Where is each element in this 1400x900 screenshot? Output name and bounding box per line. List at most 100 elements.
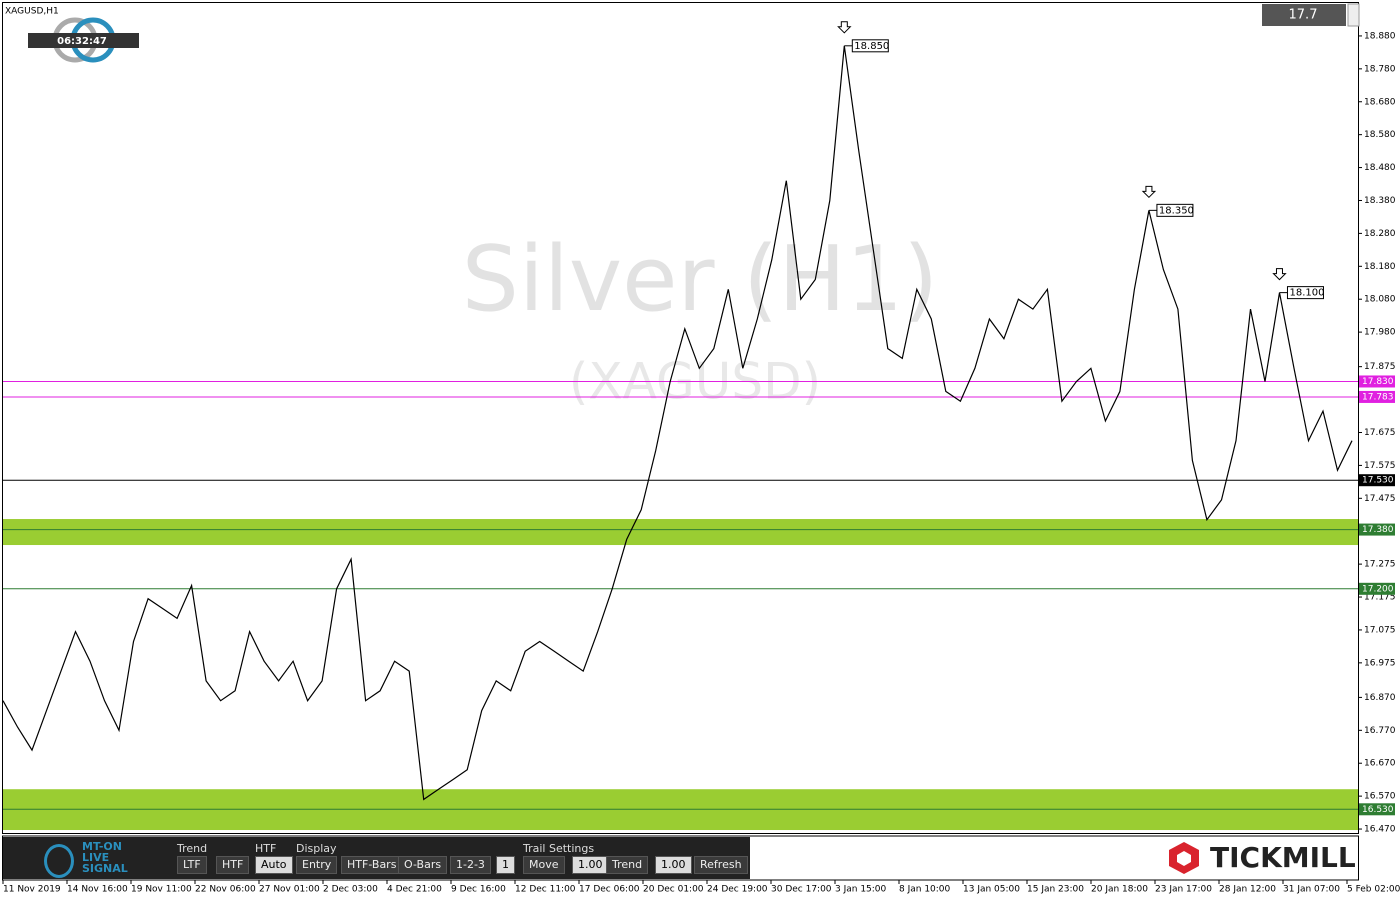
x-tick-label: 20 Dec 01:00 (643, 885, 704, 895)
button[interactable]: 1 (496, 856, 515, 874)
y-tick-label: 17.875 (1364, 362, 1396, 372)
price-line (2, 45, 1353, 801)
x-tick-label: 4 Dec 21:00 (387, 885, 442, 895)
y-tick-label: 17.475 (1364, 494, 1396, 504)
y-tick-label: 18.680 (1364, 97, 1396, 107)
level-label: 17.530 (1362, 476, 1394, 486)
x-tick-label: 24 Dec 19:00 (707, 885, 768, 895)
level-tag (1359, 474, 1395, 487)
y-tick-label: 18.580 (1364, 130, 1396, 140)
timer-logo (28, 17, 139, 63)
y-tick-label: 17.675 (1364, 428, 1396, 438)
logo-line: SIGNAL (82, 862, 128, 875)
level-label: 17.783 (1362, 392, 1394, 402)
annotation-label: 18.850 (854, 41, 889, 52)
annotation-arrow (837, 21, 852, 34)
level-label: 17.200 (1362, 584, 1394, 594)
y-tick-label: 18.780 (1364, 64, 1396, 74)
symbol: XAGUSD,H1 (5, 7, 59, 17)
level-label: 17.380 (1362, 525, 1394, 535)
y-tick-label: 16.470 (1364, 825, 1396, 835)
button[interactable]: Entry (296, 856, 338, 874)
x-tick-label: 13 Jan 05:00 (963, 885, 1020, 895)
label: Trail Settings (523, 842, 595, 855)
level-label: 16.530 (1362, 805, 1394, 815)
y-tick-label: 18.080 (1364, 295, 1396, 305)
logo-line: MT-ON (82, 840, 122, 853)
x-tick-label: 5 Feb 02:00 (1347, 885, 1400, 895)
button[interactable]: Auto (255, 856, 293, 874)
x-tick-label: 28 Jan 12:00 (1219, 885, 1276, 895)
x-tick-label: 8 Jan 10:00 (899, 885, 951, 895)
button[interactable]: HTF (216, 856, 250, 874)
x-tick-label: 15 Jan 23:00 (1027, 885, 1084, 895)
y-tick-label: 17.175 (1364, 593, 1396, 603)
y-tick-label: 16.770 (1364, 726, 1396, 736)
button[interactable]: LTF (177, 856, 207, 874)
input[interactable]: 1.00 (655, 856, 692, 874)
annotation-box (1286, 286, 1324, 300)
zone (3, 519, 1358, 546)
annotation-label: 18.350 (1159, 205, 1194, 216)
annotation-box (851, 39, 889, 53)
sub-frame (2, 835, 1359, 881)
x-tick-label: 19 Nov 11:00 (131, 885, 192, 895)
button[interactable]: HTF-Bars (341, 856, 403, 874)
tickmill-logo (1169, 842, 1199, 874)
y-tick-label: 18.480 (1364, 163, 1396, 173)
button[interactable]: O-Bars (398, 856, 448, 874)
x-tick-label: 3 Jan 15:00 (835, 885, 887, 895)
button[interactable]: Refresh (694, 856, 748, 874)
x-tick-label: 17 Dec 06:00 (579, 885, 640, 895)
annotation-arrow (1141, 185, 1157, 199)
label: Trend (177, 842, 208, 855)
input[interactable]: 1.00 (572, 856, 609, 874)
x-tick-label: 20 Jan 18:00 (1091, 885, 1148, 895)
level-tag (1359, 390, 1395, 403)
y-tick-label: 16.870 (1364, 693, 1396, 703)
y-tick-label: 18.180 (1364, 262, 1396, 272)
timer: 06:32:47 (57, 36, 107, 47)
price-box (1262, 4, 1346, 26)
toolbar-logo (44, 844, 74, 878)
x-tick-label: 27 Nov 01:00 (259, 885, 320, 895)
y-tick-label: 16.570 (1364, 792, 1396, 802)
plot-frame (2, 2, 1359, 834)
x-tick-label: 12 Dec 11:00 (515, 885, 576, 895)
x-tick-label: 9 Dec 16:00 (451, 885, 506, 895)
y-tick-label: 18.380 (1364, 196, 1396, 206)
logo-line: LIVE (82, 851, 110, 864)
button[interactable]: Trend (606, 856, 649, 874)
x-tick-label: 23 Jan 17:00 (1155, 885, 1212, 895)
annotation-label: 18.100 (1289, 288, 1324, 299)
y-tick-label: 18.280 (1364, 229, 1396, 239)
y-tick-label: 18.880 (1364, 31, 1396, 41)
button[interactable]: 1-2-3 (450, 856, 491, 874)
annotation-box (1156, 203, 1194, 217)
y-tick-label: 16.975 (1364, 658, 1396, 668)
x-tick-label: 14 Nov 16:00 (67, 885, 128, 895)
brand: TICKMILL (1210, 841, 1356, 874)
label: HTF (255, 842, 277, 855)
level-tag (1359, 582, 1395, 595)
x-tick-label: 22 Nov 06:00 (195, 885, 256, 895)
x-tick-label: 2 Dec 03:00 (323, 885, 378, 895)
annotation-arrow (1272, 268, 1287, 281)
label: Display (296, 842, 337, 855)
y-tick-label: 17.575 (1364, 461, 1396, 471)
toolbar-logo-text: MT-ON LIVE SIGNAL (82, 841, 128, 874)
y-tick-label: 17.275 (1364, 560, 1396, 570)
close-btn[interactable] (1347, 3, 1360, 27)
level-label: 17.830 (1362, 377, 1394, 387)
x-tick-label: 31 Jan 07:00 (1283, 885, 1340, 895)
y-tick-label: 16.670 (1364, 759, 1396, 769)
y-tick-label: 17.075 (1364, 625, 1396, 635)
level-tag (1359, 523, 1395, 536)
y-tick-label: 17.980 (1364, 328, 1396, 338)
x-tick-label: 11 Nov 2019 (3, 885, 61, 895)
level-tag (1359, 375, 1395, 388)
button[interactable]: Move (523, 856, 565, 874)
watermark: Silver (H1) (462, 227, 939, 332)
